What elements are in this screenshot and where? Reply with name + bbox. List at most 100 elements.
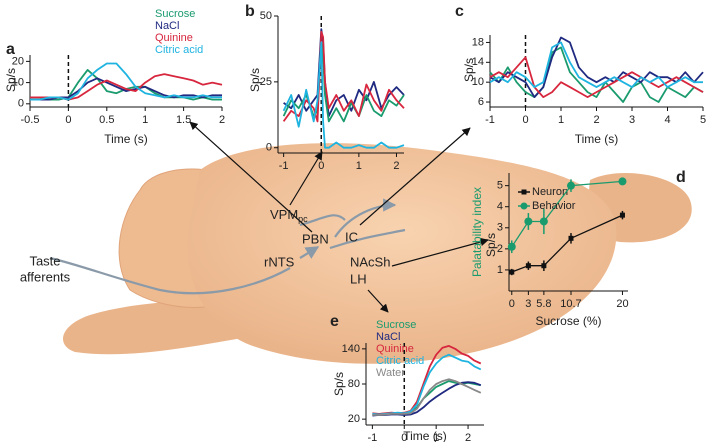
x-tick-label: 5 bbox=[700, 114, 706, 126]
y-tick-label: 14 bbox=[472, 56, 484, 68]
x-tick-label: 1 bbox=[142, 114, 148, 126]
series-line bbox=[283, 28, 405, 117]
data-point bbox=[568, 235, 574, 241]
x-axis-label: Time (s) bbox=[403, 429, 447, 442]
x-axis-label: Time (s) bbox=[104, 132, 148, 146]
series-line bbox=[489, 56, 704, 98]
series-line bbox=[282, 41, 405, 149]
data-point bbox=[619, 212, 625, 218]
x-tick-label: 1 bbox=[558, 114, 564, 126]
series-line bbox=[282, 30, 405, 123]
arrow bbox=[367, 289, 389, 313]
y-tick-label: 0 bbox=[266, 142, 272, 154]
legend-label: Quinine bbox=[376, 343, 414, 355]
x-tick-label: 10.7 bbox=[560, 298, 581, 310]
x-tick-label: 1.5 bbox=[176, 114, 191, 126]
region-label: VPMpc bbox=[270, 207, 308, 224]
x-tick-label: 3 bbox=[525, 298, 531, 310]
chart-panel: e 20 80 140 -1 0 1 2 Sp/s Time (s) SucroseNaClQuin… bbox=[330, 313, 484, 442]
y-tick-label: 10 bbox=[472, 76, 484, 88]
panel-letter: e bbox=[330, 313, 339, 330]
y-axis-label: Sp/s bbox=[248, 68, 262, 92]
y-tick-label: 3 bbox=[497, 222, 503, 234]
y-tick-label: 80 bbox=[348, 378, 360, 390]
chart-panel: b 0 25 50 -1 0 1 2 Sp/s bbox=[245, 3, 405, 172]
legend-label: Behavior bbox=[532, 200, 576, 212]
data-point bbox=[566, 181, 575, 190]
data-point bbox=[507, 242, 516, 251]
legend-label: Sucrose bbox=[376, 319, 416, 331]
y-tick-label: 20 bbox=[12, 55, 24, 67]
region-label: IC bbox=[345, 229, 358, 244]
x-tick-label: 20 bbox=[616, 298, 628, 310]
y-axis-label: Sp/s bbox=[4, 68, 18, 92]
series-line bbox=[372, 381, 482, 417]
y-tick-label: 25 bbox=[260, 76, 272, 88]
x-tick-label: 3 bbox=[629, 114, 635, 126]
legend-label: NaCl bbox=[376, 331, 400, 343]
x-tick-label: -1 bbox=[485, 114, 495, 126]
arrow bbox=[359, 127, 471, 226]
x-tick-label: 0 bbox=[401, 432, 407, 442]
legend-label: Citric acid bbox=[155, 44, 203, 56]
legend-label: NaCl bbox=[155, 20, 179, 32]
arrow bbox=[289, 151, 323, 206]
y-tick-label: 4 bbox=[497, 201, 503, 213]
y-axis-label: Sp/s bbox=[332, 372, 346, 396]
x-tick-label: -1 bbox=[367, 432, 377, 442]
x-axis-label: Sucrose (%) bbox=[535, 314, 601, 328]
gray-pathway bbox=[334, 198, 397, 238]
region-label: rNTS bbox=[264, 254, 295, 269]
x-axis-label: Time (s) bbox=[575, 132, 619, 146]
data-point bbox=[524, 217, 533, 226]
series-line bbox=[489, 36, 704, 98]
x-tick-label: 0 bbox=[522, 114, 528, 126]
x-tick-label: 0 bbox=[65, 114, 71, 126]
afferent-label: afferents bbox=[20, 269, 71, 284]
gray-pathway bbox=[299, 214, 346, 227]
x-tick-label: 5.8 bbox=[536, 298, 551, 310]
series-line bbox=[372, 378, 482, 416]
legend-marker bbox=[520, 202, 528, 210]
x-tick-label: 0 bbox=[318, 160, 324, 172]
y-tick-label: 6 bbox=[478, 96, 484, 108]
y-tick-label: 50 bbox=[260, 10, 272, 22]
x-tick-label: 2 bbox=[219, 114, 225, 126]
y-axis-label: Sp/s bbox=[462, 58, 476, 82]
legend-label: Sucrose bbox=[155, 8, 195, 20]
y-tick-label: 1 bbox=[497, 264, 503, 276]
series-line bbox=[30, 62, 222, 101]
x-tick-label: 4 bbox=[664, 114, 670, 126]
x-tick-label: 1 bbox=[433, 432, 439, 442]
arrow bbox=[391, 237, 489, 267]
x-tick-label: 1 bbox=[356, 160, 362, 172]
gray-pathway bbox=[329, 228, 406, 250]
y-tick-label: 18 bbox=[472, 36, 484, 48]
data-point bbox=[618, 177, 627, 186]
y-axis-label-outer: Palatability index bbox=[470, 187, 484, 277]
y-tick-label: 2 bbox=[497, 243, 503, 255]
data-point bbox=[541, 263, 547, 269]
gray-pathway bbox=[299, 246, 320, 259]
region-label: VPM bbox=[270, 207, 298, 222]
panel-letter: b bbox=[245, 3, 255, 20]
y-tick-label: 5 bbox=[497, 180, 503, 192]
region-label-sub: pc bbox=[298, 214, 308, 224]
y-tick-label: 20 bbox=[348, 413, 360, 425]
series-line bbox=[489, 41, 703, 88]
legend-label: Neuron bbox=[532, 186, 568, 198]
region-label: LH bbox=[350, 271, 367, 286]
data-point bbox=[525, 263, 531, 269]
region-label: PBN bbox=[302, 231, 329, 246]
data-point bbox=[509, 269, 515, 275]
x-tick-label: 2 bbox=[393, 160, 399, 172]
legend-marker bbox=[521, 189, 527, 195]
panel-letter: c bbox=[455, 3, 464, 20]
y-tick-label: 140 bbox=[342, 343, 360, 355]
y-axis-label: Sp/s bbox=[484, 233, 498, 257]
x-tick-label: -0.5 bbox=[21, 114, 40, 126]
panel-letter: d bbox=[676, 169, 686, 186]
chart-panel: a 0 10 20 -0.5 0 0.5 1 1.5 2 Sp/s Time (s) SucroseNa… bbox=[4, 8, 225, 146]
x-tick-label: -1 bbox=[279, 160, 289, 172]
afferent-label: Taste bbox=[29, 253, 60, 268]
